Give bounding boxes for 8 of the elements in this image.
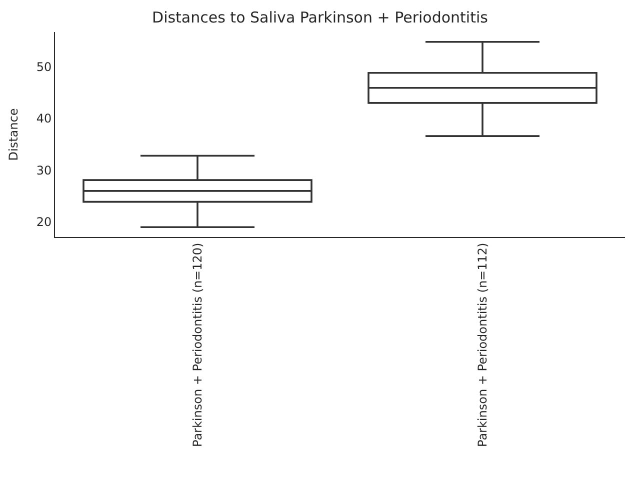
y-tick-label: 20 bbox=[36, 215, 52, 230]
y-axis-title: Distance bbox=[6, 108, 21, 161]
y-tick-label: 50 bbox=[36, 60, 52, 74]
x-tick-label: Parkinson + Periodontitis (n=112) bbox=[475, 242, 490, 448]
x-tick-label: Parkinson + Periodontitis (n=120) bbox=[190, 242, 204, 448]
chart-title: Distances to Saliva Parkinson + Periodontitis bbox=[152, 8, 488, 26]
y-tick-label: 30 bbox=[36, 163, 52, 178]
y-tick-label: 40 bbox=[36, 112, 52, 126]
